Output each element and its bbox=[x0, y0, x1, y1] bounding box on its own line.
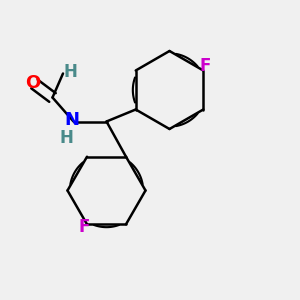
Text: N: N bbox=[64, 111, 80, 129]
Text: H: H bbox=[64, 63, 77, 81]
Text: F: F bbox=[78, 218, 90, 236]
Text: H: H bbox=[59, 129, 73, 147]
Text: O: O bbox=[26, 74, 40, 92]
Text: F: F bbox=[199, 57, 211, 75]
